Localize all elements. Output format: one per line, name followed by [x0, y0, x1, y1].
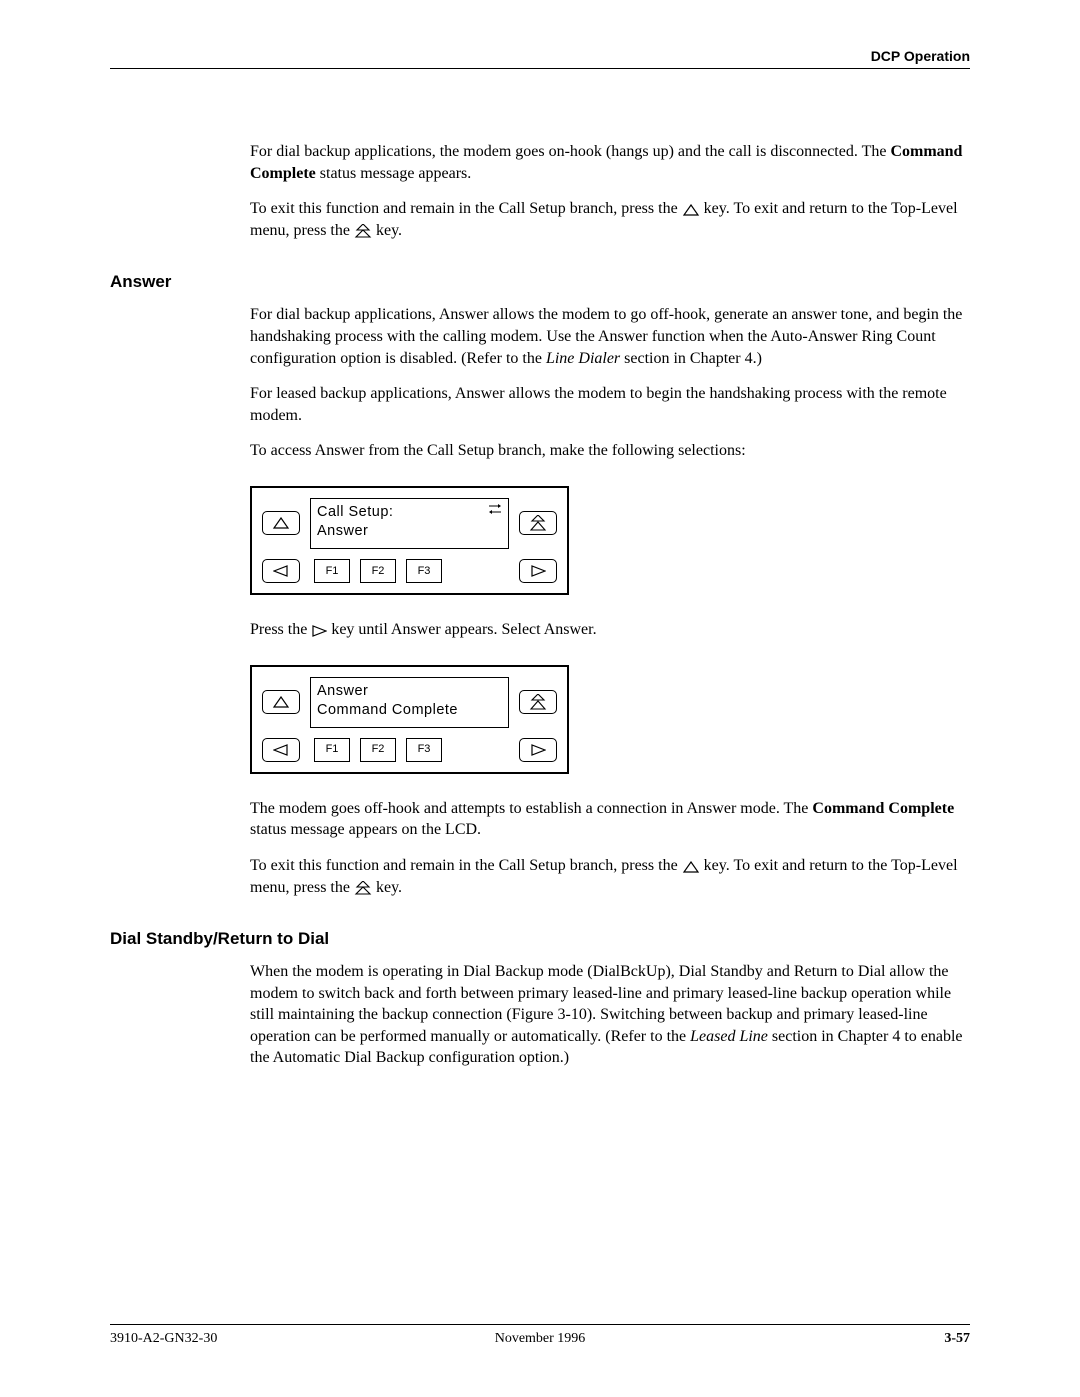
triangle-up-icon [272, 517, 290, 529]
triangle-up-icon [682, 204, 700, 216]
lcd-line2: Command Complete [317, 701, 502, 721]
footer-date: November 1996 [110, 1331, 970, 1347]
dial-p1: When the modem is operating in Dial Back… [250, 961, 970, 1069]
text: The modem goes off-hook and attempts to … [250, 800, 812, 817]
lcd-screen: Call Setup: Answer [310, 498, 509, 549]
content: For dial backup applications, the modem … [250, 141, 970, 1069]
up-key[interactable] [262, 690, 300, 714]
lcd-row-bottom: F1 F2 F3 [252, 555, 567, 593]
page: DCP Operation For dial backup applicatio… [0, 0, 1080, 1397]
lcd-row-top: Call Setup: Answer [252, 488, 567, 555]
f3-key[interactable]: F3 [406, 559, 442, 583]
lcd-line1: Answer [317, 682, 502, 702]
header-section: DCP Operation [871, 48, 970, 64]
double-triangle-up-icon [354, 224, 372, 238]
text: status message appears on the LCD. [250, 821, 481, 838]
lcd-line1: Call Setup: [317, 503, 502, 523]
f2-key[interactable]: F2 [360, 559, 396, 583]
text-bold: Command Complete [812, 800, 954, 817]
up-key[interactable] [262, 511, 300, 535]
text: status message appears. [316, 165, 472, 182]
intro-p2: To exit this function and remain in the … [250, 198, 970, 241]
left-key[interactable] [262, 559, 300, 583]
page-header: DCP Operation [110, 48, 970, 69]
double-triangle-up-icon [529, 694, 547, 710]
answer-p1: For dial backup applications, Answer all… [250, 304, 970, 369]
text-italic: Line Dialer [546, 350, 620, 367]
lcd-panel-call-setup: Call Setup: Answer F1 F2 F3 [250, 486, 569, 595]
f1-key[interactable]: F1 [314, 738, 350, 762]
f3-key[interactable]: F3 [406, 738, 442, 762]
text: Press the [250, 621, 311, 638]
f1-key[interactable]: F1 [314, 559, 350, 583]
triangle-right-icon [530, 744, 546, 756]
right-key[interactable] [519, 738, 557, 762]
text: For dial backup applications, the modem … [250, 143, 890, 160]
top-key[interactable] [519, 690, 557, 714]
lcd-row-top: Answer Command Complete [252, 667, 567, 734]
right-key[interactable] [519, 559, 557, 583]
lcd-panel-answer: Answer Command Complete F1 F2 F3 [250, 665, 569, 774]
heading-dial: Dial Standby/Return to Dial [110, 928, 970, 951]
triangle-left-icon [273, 744, 289, 756]
triangle-right-icon [311, 625, 327, 637]
scroll-indicator-icon [488, 503, 502, 517]
fkey-row: F1 F2 F3 [310, 738, 509, 762]
top-key[interactable] [519, 511, 557, 535]
text: To exit this function and remain in the … [250, 200, 682, 217]
double-triangle-up-icon [529, 515, 547, 531]
triangle-right-icon [530, 565, 546, 577]
lcd-screen: Answer Command Complete [310, 677, 509, 728]
answer-p2: For leased backup applications, Answer a… [250, 383, 970, 426]
triangle-up-icon [682, 861, 700, 873]
text: key. [376, 879, 402, 896]
text-italic: Leased Line [690, 1028, 768, 1045]
answer-p4: Press the key until Answer appears. Sele… [250, 619, 970, 641]
triangle-left-icon [273, 565, 289, 577]
f2-key[interactable]: F2 [360, 738, 396, 762]
page-footer: 3910-A2-GN32-30 November 1996 3-57 [110, 1324, 970, 1347]
answer-p5: The modem goes off-hook and attempts to … [250, 798, 970, 841]
double-triangle-up-icon [354, 881, 372, 895]
fkey-row: F1 F2 F3 [310, 559, 509, 583]
lcd-line2: Answer [317, 522, 502, 542]
text: section in Chapter 4.) [620, 350, 762, 367]
answer-p6: To exit this function and remain in the … [250, 855, 970, 898]
lcd-row-bottom: F1 F2 F3 [252, 734, 567, 772]
heading-answer: Answer [110, 271, 970, 294]
text: key. [376, 222, 402, 239]
answer-p3: To access Answer from the Call Setup bra… [250, 440, 970, 462]
text: To exit this function and remain in the … [250, 857, 682, 874]
intro-p1: For dial backup applications, the modem … [250, 141, 970, 184]
left-key[interactable] [262, 738, 300, 762]
triangle-up-icon [272, 696, 290, 708]
text: key until Answer appears. Select Answer. [331, 621, 596, 638]
